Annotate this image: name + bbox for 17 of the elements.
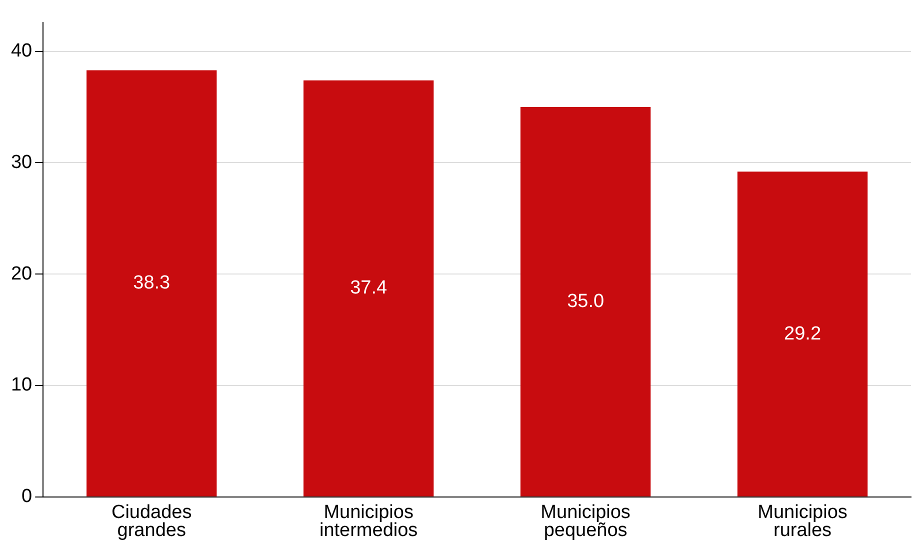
bar xyxy=(303,80,434,496)
y-tick-label: 40 xyxy=(10,40,32,62)
y-tick-label: 20 xyxy=(10,263,32,284)
bar xyxy=(520,107,651,496)
y-tick-label: 10 xyxy=(10,374,32,396)
data-label: 37.4 xyxy=(350,278,388,299)
x-tick-label: Municipios intermedios xyxy=(319,502,418,542)
x-tick-label: Municipios pequeños xyxy=(540,502,630,542)
x-tick-label: Ciudades grandes xyxy=(111,502,192,542)
x-tick-label: Municipios rurales xyxy=(758,502,848,542)
y-tick-label: 0 xyxy=(22,486,32,508)
data-label: 35.0 xyxy=(567,290,604,312)
y-tick-label: 30 xyxy=(10,152,32,173)
bar xyxy=(86,70,217,496)
data-label: 29.2 xyxy=(784,323,822,344)
bar xyxy=(737,172,868,496)
data-label: 38.3 xyxy=(133,272,170,294)
